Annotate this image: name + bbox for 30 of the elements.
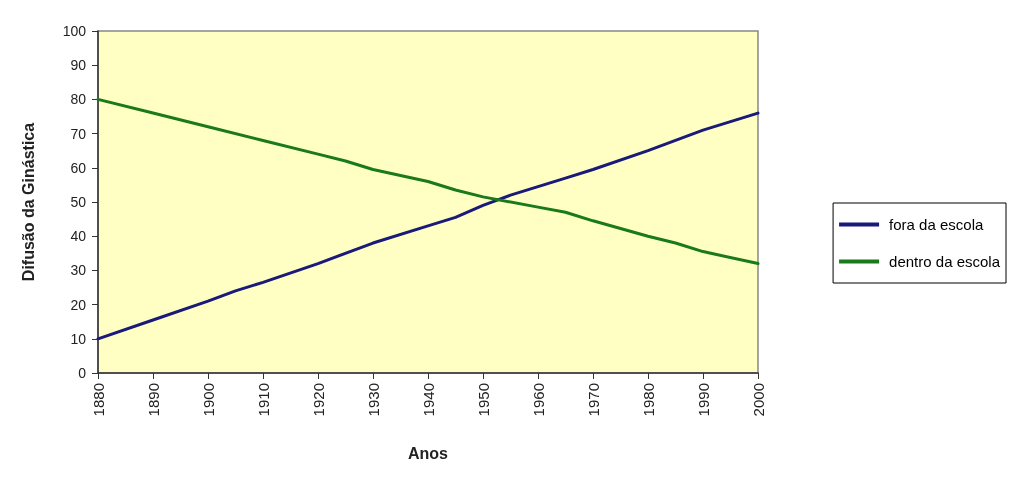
y-tick-label: 10 [70,330,87,347]
y-tick-label: 50 [70,194,87,210]
x-tick-label: 1960 [529,383,547,417]
x-tick-label: 1950 [474,383,492,417]
x-tick-label: 1940 [419,383,437,417]
x-tick-label: 1920 [309,383,327,417]
y-tick-label: 20 [70,296,87,313]
x-tick-label: 1930 [364,383,382,417]
line-series [96,97,760,266]
y-tick-label: 100 [62,23,87,39]
x-tick-label: 1970 [584,383,602,417]
y-tick-label: 60 [70,159,87,176]
y-tick-label: 30 [70,262,87,279]
x-tick-label: 1910 [254,383,272,417]
y-tick-label: 80 [70,91,87,108]
x-tick-label: 1890 [144,383,162,417]
x-tick-label: 2000 [749,383,767,417]
legend-label: dentro da escola [889,253,1001,270]
y-axis-title: Difusão da Ginástica [19,122,37,282]
y-tick-label: 0 [78,365,87,381]
y-tick-label: 40 [70,228,87,245]
x-tick-label: 1900 [199,383,217,417]
y-tick-label: 70 [70,125,87,142]
x-tick-label: 1980 [639,383,657,417]
line-series [96,111,760,341]
x-tick-label: 1990 [694,383,712,417]
x-axis-title: Anos [408,444,449,462]
legend-label: fora da escola [889,216,984,233]
y-tick-label: 90 [70,57,87,74]
x-tick-label: 1880 [89,383,107,417]
